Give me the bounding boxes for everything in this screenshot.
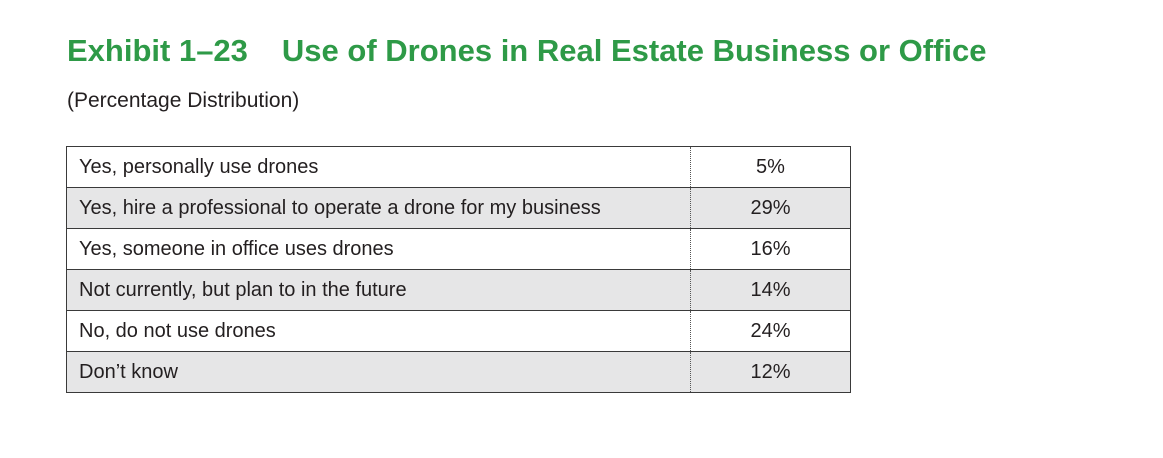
row-value: 16% <box>690 228 851 270</box>
row-label: Yes, someone in office uses drones <box>66 228 691 270</box>
table-row: Not currently, but plan to in the future… <box>66 269 851 311</box>
table-row: Yes, hire a professional to operate a dr… <box>66 187 851 229</box>
row-label: Yes, hire a professional to operate a dr… <box>66 187 691 229</box>
exhibit-title-text: Use of Drones in Real Estate Business or… <box>281 33 987 68</box>
table-row: Don’t know 12% <box>66 351 851 393</box>
row-label: Yes, personally use drones <box>66 146 691 188</box>
table-row: Yes, personally use drones 5% <box>66 146 851 188</box>
row-value: 5% <box>756 155 785 178</box>
row-value: 12% <box>690 351 851 393</box>
row-value: 24% <box>690 310 851 352</box>
table-row: Yes, someone in office uses drones 16% <box>66 228 851 270</box>
exhibit-title: Exhibit 1–23 Use of Drones in Real Estate… <box>67 33 987 69</box>
distribution-table: Yes, personally use drones 5% Yes, hire … <box>66 146 851 393</box>
row-value: 29% <box>690 187 851 229</box>
exhibit-subtitle: (Percentage Distribution) <box>67 89 300 112</box>
exhibit-number: Exhibit 1–23 <box>67 33 248 68</box>
row-label: No, do not use drones <box>66 310 691 352</box>
row-label: Not currently, but plan to in the future <box>66 269 691 311</box>
row-value: 14% <box>690 269 851 311</box>
table-row: No, do not use drones 24% <box>66 310 851 352</box>
row-label: Don’t know <box>66 351 691 393</box>
